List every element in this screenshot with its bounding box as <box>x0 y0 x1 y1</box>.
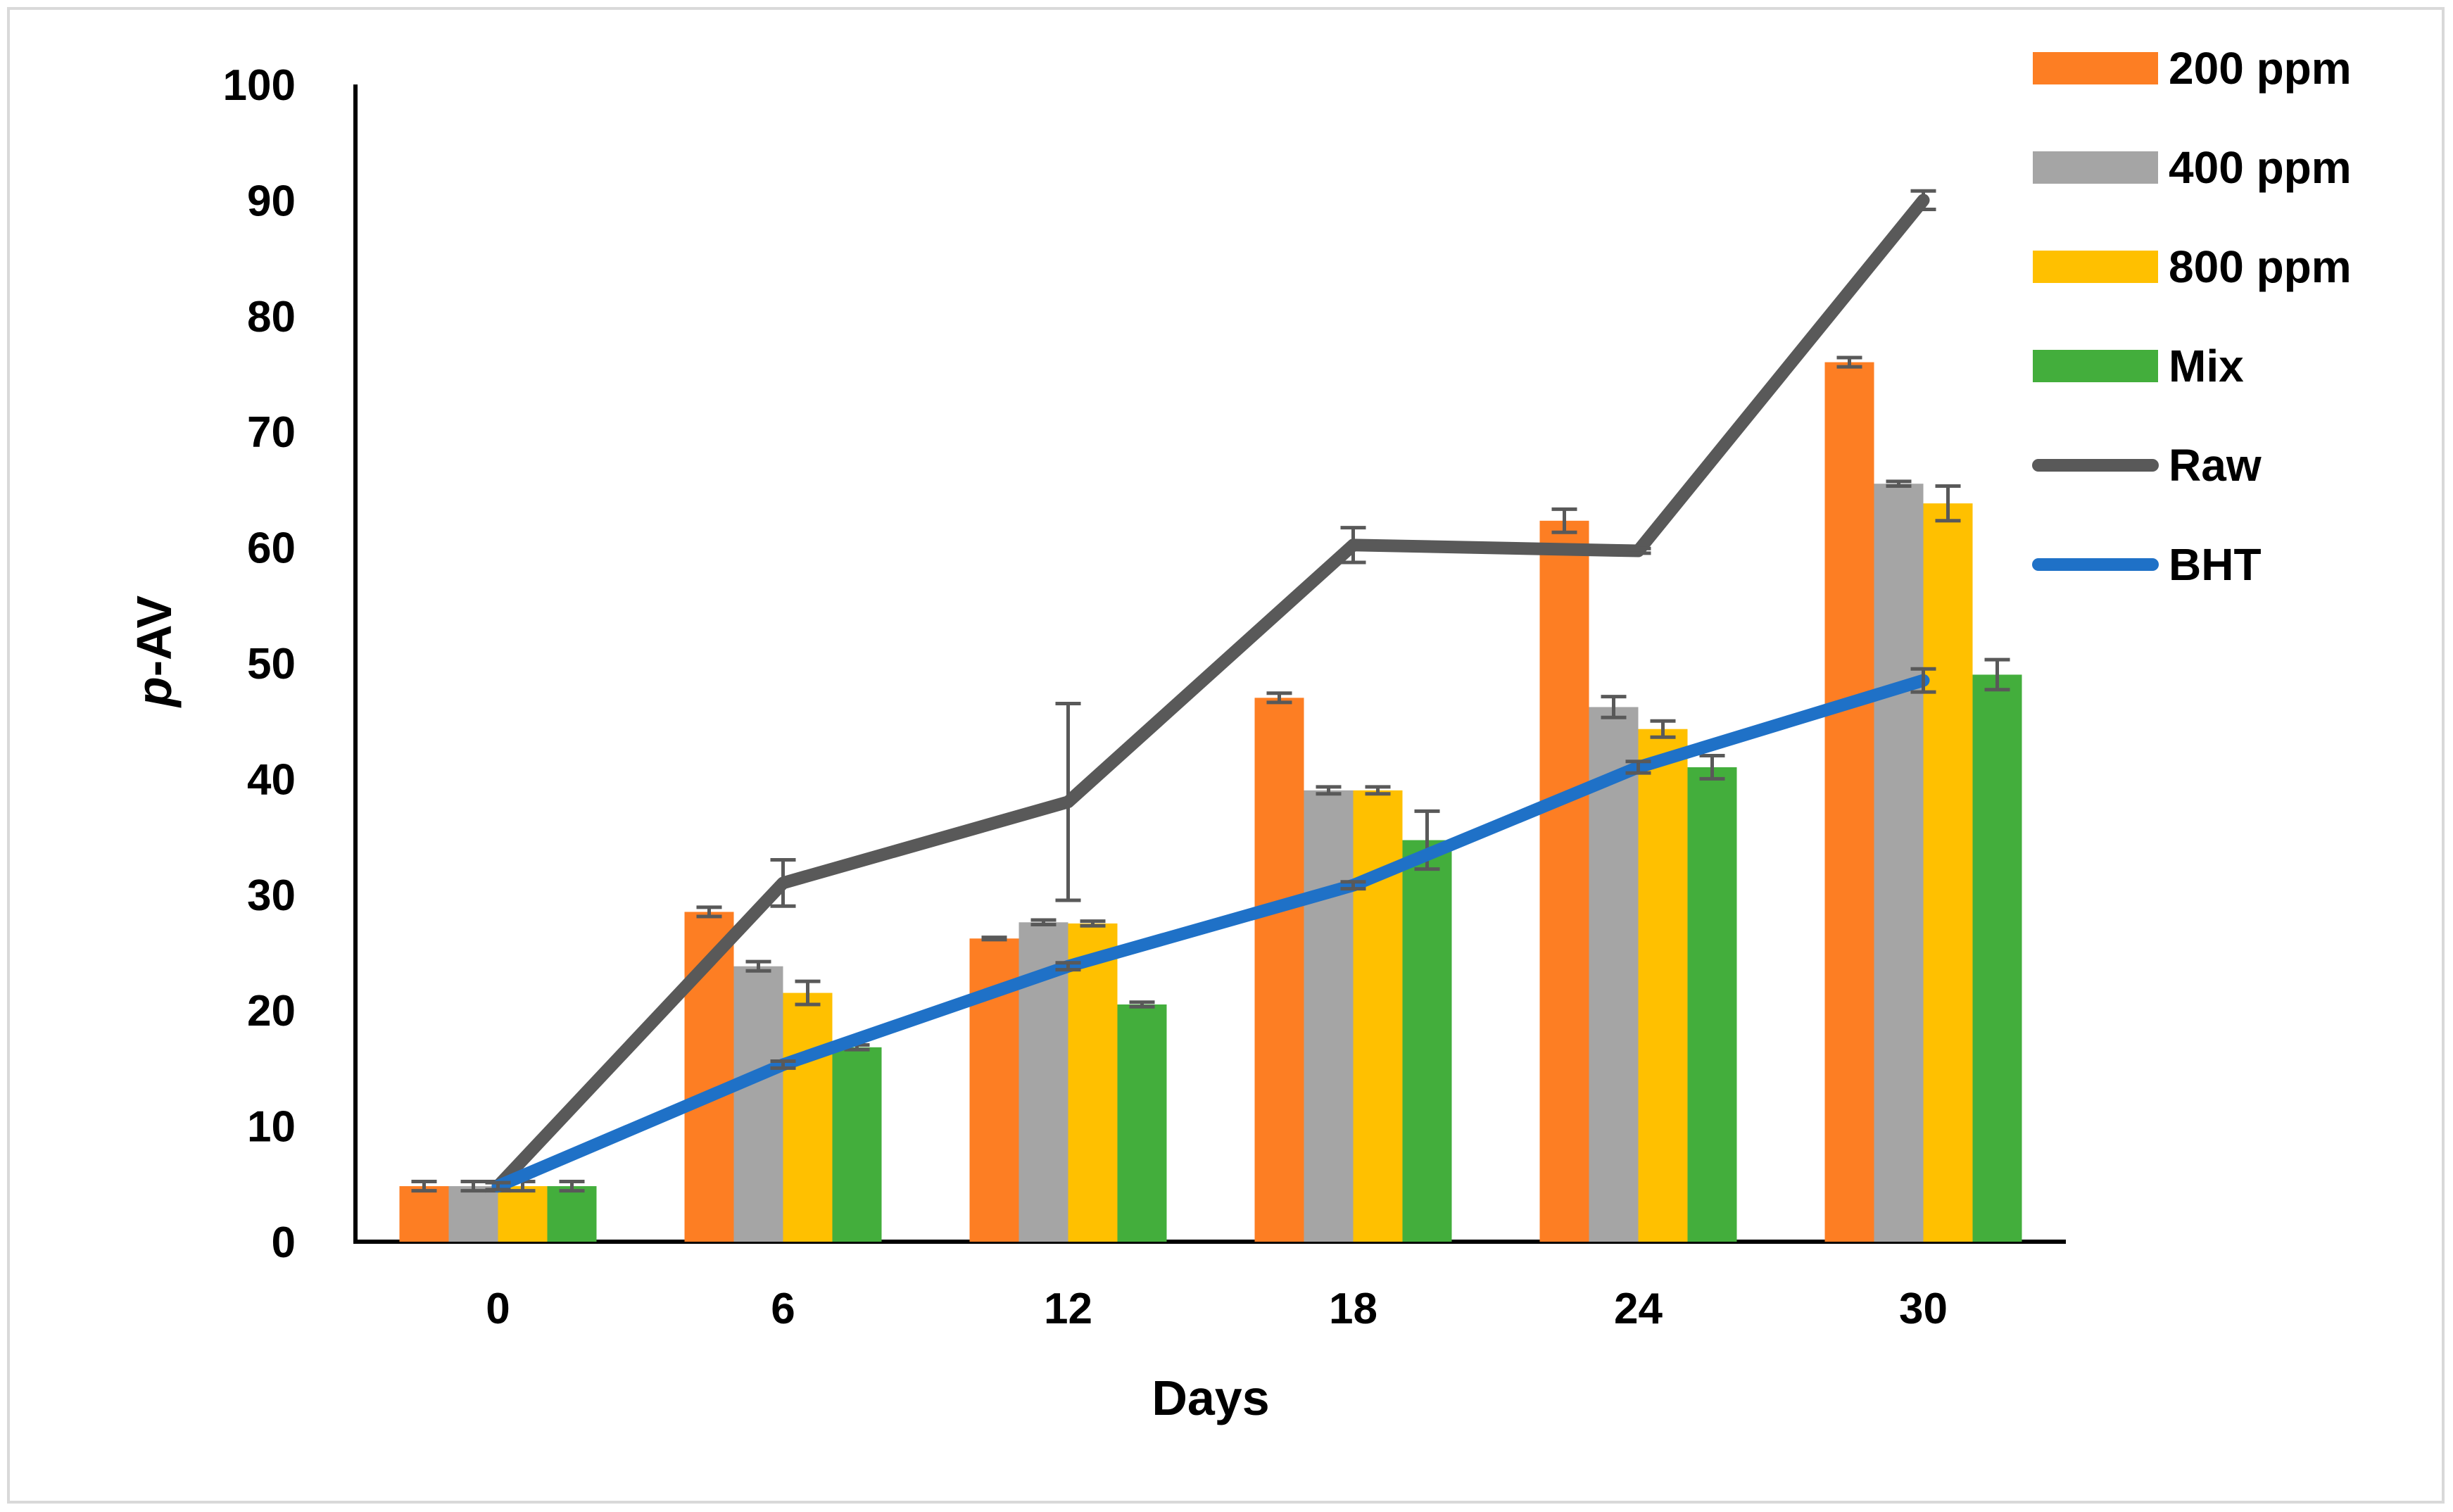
y-tick-label: 20 <box>247 987 296 1035</box>
y-tick-label: 10 <box>247 1103 296 1152</box>
legend-label-bht: BHT <box>2169 539 2262 590</box>
y-tick-label: 40 <box>247 755 296 804</box>
y-tick-label: 90 <box>247 177 296 225</box>
bar-200-ppm-day-30 <box>1824 362 1874 1242</box>
x-tick-label: 18 <box>1329 1285 1377 1333</box>
error-bar-mix-day-12 <box>1129 1000 1155 1009</box>
error-bar-bht-day-18 <box>1340 880 1366 891</box>
legend-swatch-200-ppm <box>2033 52 2158 84</box>
bar-800-ppm-day-6 <box>783 993 833 1242</box>
chart-frame <box>7 7 2445 1504</box>
bars-layer <box>399 355 2022 1242</box>
legend: 200 ppm 400 ppm 800 ppm Mix Raw BHT <box>2032 43 2352 590</box>
bar-800-ppm-day-12 <box>1068 923 1118 1242</box>
legend-item-bht: BHT <box>2032 539 2262 590</box>
error-bar-bht-day-12 <box>1055 961 1081 972</box>
legend-label-800-ppm: 800 ppm <box>2169 241 2352 292</box>
y-tick-label: 0 <box>272 1218 296 1267</box>
y-tick-label: 60 <box>247 524 296 573</box>
error-bar-800-ppm-day-30 <box>1935 484 1961 523</box>
bar-800-ppm-day-0 <box>498 1186 548 1242</box>
error-bar-mix-day-30 <box>1984 657 2010 692</box>
bar-800-ppm-day-30 <box>1923 503 1973 1242</box>
error-bar-200-ppm-day-30 <box>1836 355 1862 369</box>
bar-200-ppm-day-18 <box>1254 698 1304 1242</box>
y-axis-title-prefix: p <box>127 676 182 708</box>
legend-item-800-ppm: 800 ppm <box>2033 241 2352 292</box>
legend-swatch-800-ppm <box>2033 251 2158 283</box>
bar-400-ppm-day-0 <box>448 1186 498 1242</box>
error-bar-bht-day-0 <box>485 1180 511 1192</box>
bar-800-ppm-day-24 <box>1638 729 1688 1242</box>
x-tick-label: 6 <box>771 1285 795 1333</box>
bar-400-ppm-day-30 <box>1874 484 1924 1242</box>
error-bar-800-ppm-day-12 <box>1080 919 1106 928</box>
error-bar-raw-day-18 <box>1340 526 1366 565</box>
error-bar-bht-day-24 <box>1625 760 1651 775</box>
error-bar-200-ppm-day-12 <box>981 935 1007 942</box>
legend-item-400-ppm: 400 ppm <box>2033 142 2352 193</box>
axes: 0 10 20 30 40 50 60 70 80 90 100 0 6 12 18 24 30 <box>223 61 2066 1333</box>
bar-mix-day-0 <box>547 1186 597 1242</box>
error-bar-200-ppm-day-6 <box>696 905 722 919</box>
legend-label-mix: Mix <box>2169 341 2244 391</box>
error-bar-400-ppm-day-24 <box>1601 695 1627 719</box>
bar-200-ppm-day-24 <box>1539 520 1589 1242</box>
y-tick-label: 80 <box>247 293 296 341</box>
error-bar-200-ppm-day-0 <box>411 1180 437 1193</box>
bar-400-ppm-day-18 <box>1304 790 1354 1242</box>
y-axis-title: p-AV <box>127 596 182 708</box>
legend-item-raw: Raw <box>2032 440 2262 491</box>
line-raw <box>491 194 1930 1193</box>
error-bar-raw-day-24 <box>1625 546 1651 555</box>
y-tick-label: 30 <box>247 871 296 920</box>
legend-label-200-ppm: 200 ppm <box>2169 43 2352 94</box>
legend-swatch-mix <box>2033 350 2158 382</box>
y-tick-label: 50 <box>247 640 296 688</box>
legend-swatch-400-ppm <box>2033 151 2158 184</box>
lines-layer <box>485 189 1936 1193</box>
error-bar-800-ppm-day-18 <box>1365 785 1391 796</box>
x-tick-label: 30 <box>1899 1285 1948 1333</box>
x-tick-label: 0 <box>486 1285 510 1333</box>
error-bar-800-ppm-day-6 <box>795 979 821 1007</box>
x-axis-title: Days <box>1152 1371 1269 1425</box>
bar-400-ppm-day-24 <box>1589 707 1639 1242</box>
error-bar-bht-day-30 <box>1910 667 1936 694</box>
error-bar-raw-day-6 <box>770 857 796 908</box>
line-bht <box>491 674 1930 1193</box>
x-tick-label: 24 <box>1614 1285 1663 1333</box>
legend-label-raw: Raw <box>2169 440 2262 491</box>
bar-200-ppm-day-0 <box>399 1186 449 1242</box>
legend-item-mix: Mix <box>2033 341 2244 391</box>
bar-mix-day-6 <box>832 1047 882 1242</box>
error-bar-800-ppm-day-24 <box>1650 719 1676 739</box>
error-bar-400-ppm-day-6 <box>745 959 771 973</box>
error-bar-400-ppm-day-12 <box>1030 918 1057 927</box>
bar-800-ppm-day-18 <box>1353 790 1403 1242</box>
error-bar-bht-day-6 <box>770 1059 796 1070</box>
bar-400-ppm-day-6 <box>733 966 783 1242</box>
error-bar-raw-day-12 <box>1055 702 1081 902</box>
legend-item-200-ppm: 200 ppm <box>2033 43 2352 94</box>
y-tick-label: 100 <box>223 61 296 110</box>
error-bar-200-ppm-day-18 <box>1266 691 1292 705</box>
error-bar-mix-day-0 <box>559 1180 585 1193</box>
x-tick-label: 12 <box>1044 1285 1092 1333</box>
bar-mix-day-24 <box>1687 767 1737 1242</box>
error-bar-400-ppm-day-18 <box>1316 785 1342 796</box>
bar-mix-day-18 <box>1402 840 1452 1242</box>
error-bar-400-ppm-day-30 <box>1886 479 1912 488</box>
legend-label-400-ppm: 400 ppm <box>2169 142 2352 193</box>
error-bar-mix-day-24 <box>1699 754 1725 781</box>
bar-mix-day-30 <box>1972 674 2022 1242</box>
error-bar-400-ppm-day-0 <box>460 1180 486 1193</box>
y-tick-label: 70 <box>247 408 296 457</box>
bar-mix-day-12 <box>1117 1004 1167 1242</box>
y-axis-title-suffix: -AV <box>127 596 182 677</box>
error-bar-raw-day-30 <box>1910 189 1936 212</box>
error-bar-200-ppm-day-24 <box>1551 507 1577 534</box>
